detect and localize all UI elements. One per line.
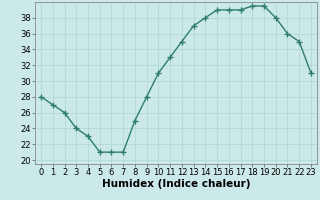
X-axis label: Humidex (Indice chaleur): Humidex (Indice chaleur): [102, 179, 250, 189]
